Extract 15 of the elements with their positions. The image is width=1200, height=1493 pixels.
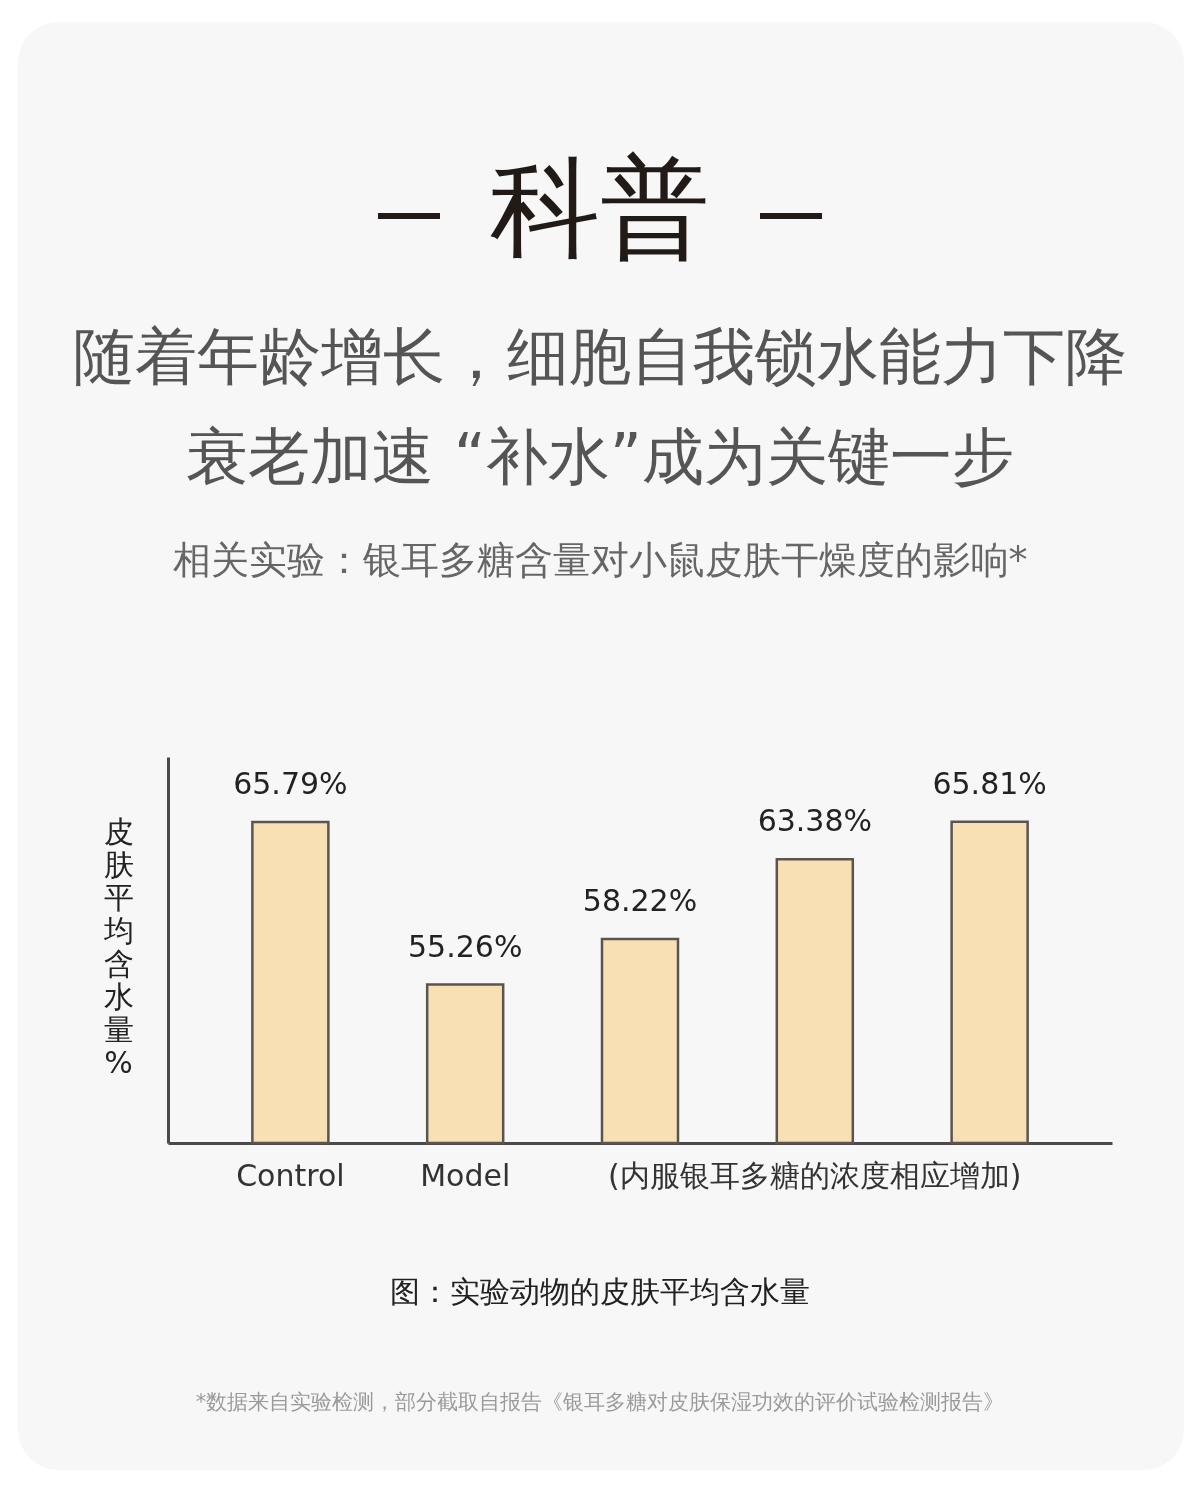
text: 图：实验动物的皮肤平均含水量 bbox=[389, 1273, 811, 1311]
data-label: 63.38% bbox=[757, 803, 873, 839]
text: 衰老加速 “补水”成为关键一步 bbox=[185, 419, 1015, 495]
x-tick-label: Model bbox=[420, 1157, 511, 1193]
data-label: 65.79% bbox=[233, 766, 348, 801]
chart-subtitle: 随着年龄增长，细胞自我锁水能力下降 bbox=[72, 319, 1128, 395]
data-label: 65.81% bbox=[932, 765, 1047, 801]
data-label: 58.22% bbox=[582, 882, 698, 918]
text: 相关实验：银耳多糖含量对小鼠皮肤干燥度的影响* bbox=[171, 537, 1029, 584]
x-tick-label: Control bbox=[236, 1157, 345, 1193]
x-tick-label: (内服银耳多糖的浓度相应增加) bbox=[608, 1157, 1022, 1193]
y-axis-title: 皮肤平均含水量% bbox=[102, 813, 134, 1080]
chart-title: 科普 bbox=[490, 144, 710, 272]
data-label: 55.26% bbox=[407, 928, 523, 964]
text: *数据来自实验检测，部分截取自报告《银耳多糖对皮肤保湿功效的评价试验检测报告》 bbox=[194, 1389, 1006, 1416]
